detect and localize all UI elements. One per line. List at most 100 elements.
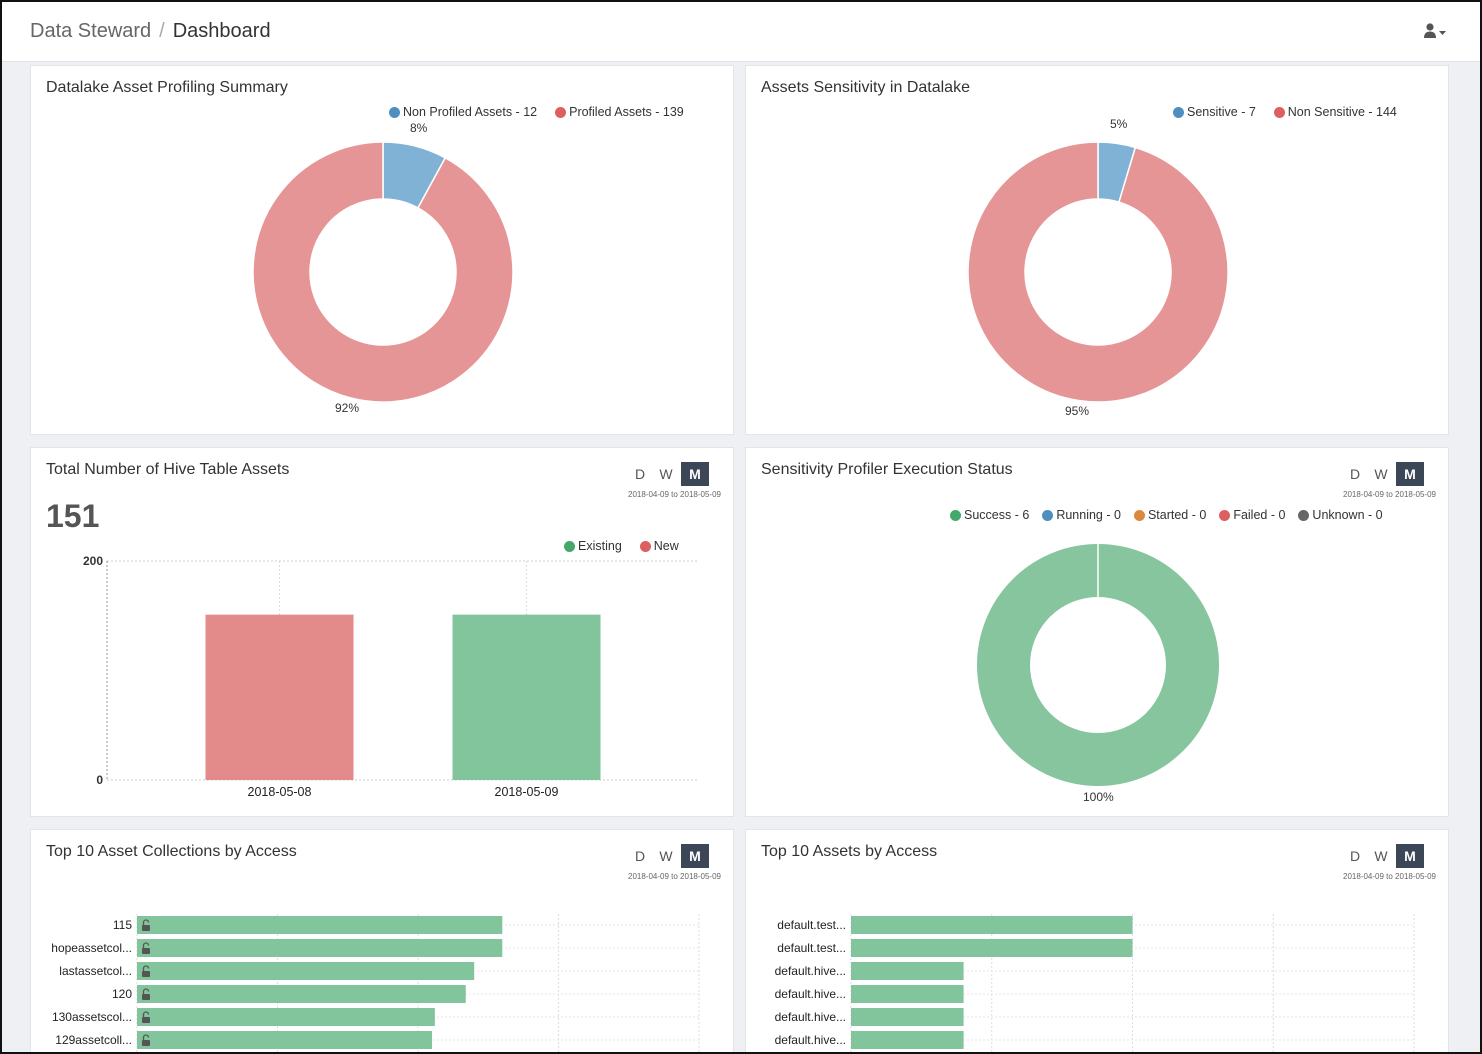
period-day-button[interactable]: D	[634, 848, 646, 864]
assets-bar-chart: default.test... default.test... default.hi…	[775, 914, 1415, 1054]
y-tick-label[interactable]: default.test...	[777, 918, 846, 932]
y-tick-label[interactable]: 115	[113, 918, 132, 932]
top-collections-panel: Top 10 Asset Collections by Access D W M…	[30, 829, 734, 1054]
top-assets-panel: Top 10 Assets by Access D W M 2018-04-09…	[745, 829, 1449, 1054]
y-tick-label[interactable]: hopeassetcol...	[51, 941, 132, 955]
bar-default-hive[interactable]	[851, 962, 964, 980]
period-day-button[interactable]: D	[1349, 466, 1361, 482]
x-tick-label: 2018-05-08	[248, 785, 312, 799]
panel-title: Datalake Asset Profiling Summary	[46, 79, 288, 96]
period-week-button[interactable]: W	[1374, 848, 1388, 864]
collections-bar-chart: 115 hopeassetcol... lastassetcol... 120 130a…	[51, 914, 700, 1054]
hive-bar-chart: 0 200 2018-05-08 2018-05-09	[83, 554, 699, 799]
bar-new-2018-05-08[interactable]	[205, 614, 354, 780]
bar-hopeassetcol[interactable]	[137, 939, 503, 957]
period-day-button[interactable]: D	[634, 466, 646, 482]
y-tick-label[interactable]: default.hive...	[775, 964, 846, 978]
lock-icon	[142, 1011, 150, 1023]
bar-lastassetcol[interactable]	[137, 962, 475, 980]
panel-title: Sensitivity Profiler Execution Status	[761, 461, 1013, 478]
period-toggle: D W M	[627, 844, 709, 868]
y-tick-label[interactable]: default.hive...	[775, 1010, 846, 1024]
legend-item-existing[interactable]: Existing	[564, 539, 622, 553]
panel-title: Assets Sensitivity in Datalake	[761, 79, 970, 96]
legend-item-profiled[interactable]: Profiled Assets - 139	[555, 105, 684, 119]
bar-existing-2018-05-09[interactable]	[452, 614, 601, 780]
panel-title: Total Number of Hive Table Assets	[46, 461, 290, 478]
bar-120[interactable]	[137, 985, 466, 1003]
legend-item-failed[interactable]: Failed - 0	[1219, 508, 1285, 522]
bar-default-hive[interactable]	[851, 1031, 964, 1049]
legend-item-new[interactable]: New	[639, 539, 679, 553]
donut-slice-profiled-assets[interactable]	[252, 141, 514, 403]
total-count: 151	[46, 498, 100, 534]
period-month-button[interactable]: M	[681, 462, 709, 486]
chart-legend: Success - 6 Running - 0 Started - 0 Fail…	[950, 508, 1383, 522]
period-day-button[interactable]: D	[1349, 848, 1361, 864]
y-tick-label[interactable]: lastassetcol...	[59, 964, 132, 978]
bar-129assetcoll[interactable]	[137, 1031, 433, 1049]
lock-icon	[142, 919, 150, 931]
sensitivity-panel: Assets Sensitivity in Datalake Sensitive…	[745, 65, 1449, 435]
profiling-summary-panel: Datalake Asset Profiling Summary Non Pro…	[30, 65, 734, 435]
page-title: Dashboard	[172, 20, 271, 42]
legend-item-unknown[interactable]: Unknown - 0	[1298, 508, 1383, 522]
bar-130assetscol[interactable]	[137, 1008, 435, 1026]
chevron-down-icon	[1439, 31, 1446, 35]
user-menu-button[interactable]	[1424, 22, 1450, 42]
panel-title: Top 10 Assets by Access	[761, 843, 938, 860]
date-range: 2018-04-09 to 2018-05-09	[1343, 490, 1436, 499]
lock-icon	[142, 988, 150, 1000]
y-tick-label[interactable]: 120	[112, 987, 132, 1001]
bar-default-hive[interactable]	[851, 1008, 964, 1026]
legend-item-started[interactable]: Started - 0	[1133, 508, 1206, 522]
y-tick-label: 0	[96, 773, 103, 787]
period-week-button[interactable]: W	[1374, 466, 1388, 482]
slice-label: 100%	[1083, 790, 1114, 804]
legend-item-sensitive[interactable]: Sensitive - 7	[1173, 105, 1256, 119]
y-tick-label: 200	[83, 554, 103, 568]
slice-label-small: 5%	[1110, 117, 1128, 131]
slice-label-large: 95%	[1065, 404, 1090, 418]
y-tick-label[interactable]: default.hive...	[775, 1033, 846, 1047]
slice-label-small: 8%	[410, 121, 428, 135]
profiling-donut-chart	[252, 141, 514, 403]
lock-icon	[142, 942, 150, 954]
chart-legend: Existing New	[564, 539, 679, 553]
period-toggle: D W M	[627, 462, 709, 486]
legend-item-non-profiled[interactable]: Non Profiled Assets - 12	[389, 105, 537, 119]
period-month-button[interactable]: M	[681, 844, 709, 868]
lock-icon	[142, 965, 150, 977]
donut-slice-non-sensitive[interactable]	[967, 141, 1229, 403]
profiler-donut-chart	[977, 544, 1219, 786]
lock-icon	[142, 1034, 150, 1046]
top-bar: Data Steward / Dashboard	[0, 0, 1482, 62]
y-tick-label[interactable]: default.test...	[777, 941, 846, 955]
bar-default-test[interactable]	[851, 939, 1133, 957]
period-month-button[interactable]: M	[1396, 462, 1424, 486]
slice-label-large: 92%	[335, 401, 360, 415]
period-week-button[interactable]: W	[659, 848, 673, 864]
sensitivity-donut-chart	[967, 141, 1229, 403]
hive-assets-panel: Total Number of Hive Table Assets D W M …	[30, 447, 734, 817]
profiler-status-panel: Sensitivity Profiler Execution Status D …	[745, 447, 1449, 817]
period-toggle: D W M	[1342, 844, 1424, 868]
y-tick-label[interactable]: 129assetcoll...	[55, 1033, 132, 1047]
period-month-button[interactable]: M	[1396, 844, 1424, 868]
period-week-button[interactable]: W	[659, 466, 673, 482]
bar-115[interactable]	[137, 916, 503, 934]
breadcrumb-root[interactable]: Data Steward	[30, 20, 152, 42]
legend-item-running[interactable]: Running - 0	[1042, 508, 1121, 522]
y-tick-label[interactable]: default.hive...	[775, 987, 846, 1001]
period-toggle: D W M	[1342, 462, 1424, 486]
x-tick-label: 2018-05-09	[495, 785, 559, 799]
bar-default-test[interactable]	[851, 916, 1133, 934]
legend-item-success[interactable]: Success - 6	[950, 508, 1029, 522]
bar-default-hive[interactable]	[851, 985, 964, 1003]
chart-legend: Sensitive - 7 Non Sensitive - 144	[1173, 105, 1397, 119]
date-range: 2018-04-09 to 2018-05-09	[628, 490, 721, 499]
breadcrumb: Data Steward / Dashboard	[30, 20, 271, 43]
donut-slice-success[interactable]	[977, 544, 1219, 786]
legend-item-non-sensitive[interactable]: Non Sensitive - 144	[1273, 105, 1397, 119]
y-tick-label[interactable]: 130assetscol...	[52, 1010, 132, 1024]
